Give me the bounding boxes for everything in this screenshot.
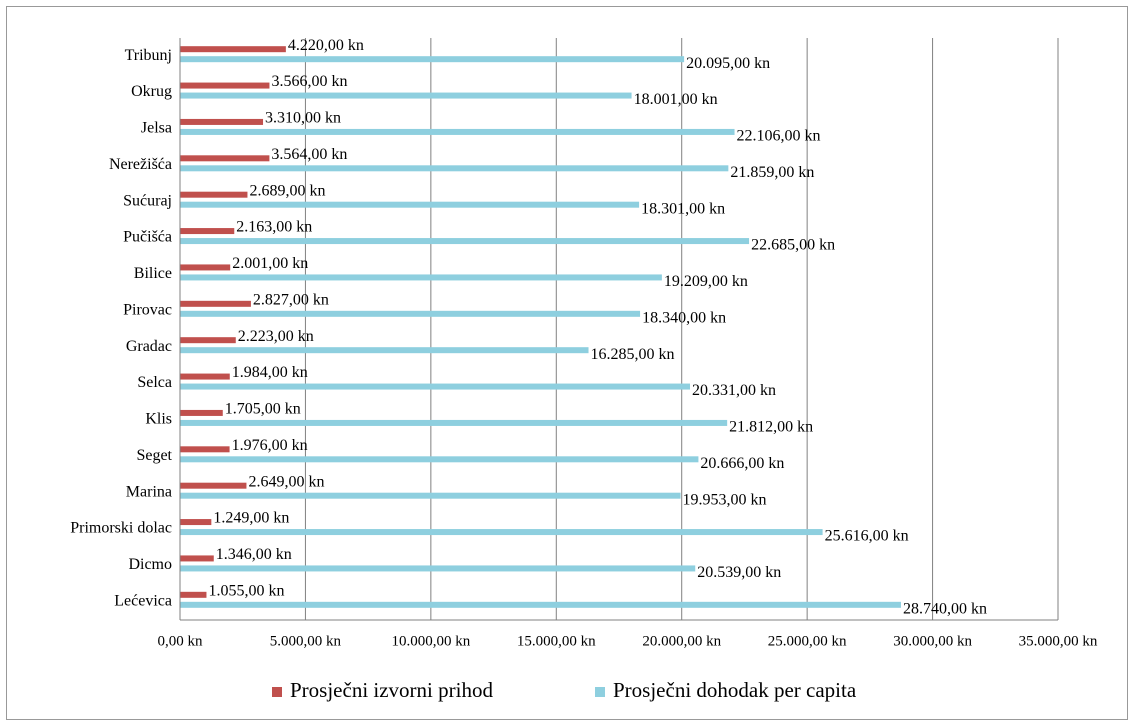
value-label: 4.220,00 kn [288,37,364,54]
value-label: 1.249,00 kn [213,510,289,527]
value-label: 16.285,00 kn [591,346,675,363]
y-tick-label: Sućuraj [123,192,172,209]
bar [180,482,247,489]
x-tick-label: 15.000,00 kn [517,633,596,649]
bar [180,118,264,125]
y-tick-label: Lećevica [114,592,172,609]
x-tick-label: 25.000,00 kn [768,633,847,649]
y-tick-label: Bilice [134,265,172,282]
value-label: 20.539,00 kn [697,564,781,581]
x-tick-label: 0,00 kn [158,633,204,649]
bar [180,191,248,198]
y-tick-label: Dicmo [128,556,172,573]
bar [180,155,270,162]
bar [180,82,270,89]
bar [180,238,750,245]
bar [180,373,230,380]
bar [180,383,691,390]
value-label: 2.163,00 kn [236,219,312,236]
y-tick-label: Okrug [131,83,172,100]
value-label: 18.340,00 kn [642,309,726,326]
bar [180,347,589,354]
bar [180,310,641,317]
value-label: 2.689,00 kn [249,182,325,199]
bar [180,555,214,562]
value-label: 3.566,00 kn [271,73,347,90]
value-label: 22.106,00 kn [737,128,821,145]
y-tick-label: Gradac [126,338,172,355]
bar [180,264,231,271]
legend-label: Prosječni izvorni prihod [290,678,493,702]
bar [180,601,901,608]
chart-border [6,6,1128,720]
value-label: 19.209,00 kn [664,273,748,290]
y-tick-label: Pučišća [123,229,172,246]
value-label: 21.812,00 kn [729,419,813,436]
y-tick-label: Primorski dolac [70,520,172,537]
bar [180,128,735,135]
bar [180,565,696,572]
legend-label: Prosječni dohodak per capita [613,678,857,702]
value-label: 25.616,00 kn [825,528,909,545]
value-label: 3.564,00 kn [271,146,347,163]
value-label: 18.301,00 kn [641,200,725,217]
x-tick-label: 10.000,00 kn [391,633,470,649]
value-label: 1.705,00 kn [225,401,301,418]
bar [180,591,207,598]
bar [180,419,728,426]
bar [180,46,286,53]
y-tick-label: Selca [137,374,172,391]
value-label: 1.346,00 kn [216,546,292,563]
bar [180,446,230,453]
value-label: 20.331,00 kn [692,382,776,399]
value-label: 2.649,00 kn [248,473,324,490]
value-label: 2.223,00 kn [238,328,314,345]
value-label: 2.827,00 kn [253,291,329,308]
y-tick-label: Pirovac [123,301,172,318]
bar [180,274,662,281]
y-tick-label: Seget [136,447,172,464]
bar [180,201,640,208]
value-label: 19.953,00 kn [683,491,767,508]
bar [180,456,699,463]
bar [180,337,236,344]
bar [180,165,729,172]
x-tick-label: 20.000,00 kn [642,633,721,649]
value-label: 22.685,00 kn [751,237,835,254]
value-label: 1.976,00 kn [232,437,308,454]
value-label: 18.001,00 kn [634,91,718,108]
y-tick-label: Tribunj [125,47,172,64]
value-label: 20.095,00 kn [686,55,770,72]
y-tick-label: Klis [145,411,172,428]
value-label: 28.740,00 kn [903,600,987,617]
value-label: 3.310,00 kn [265,110,341,127]
legend-swatch [272,687,282,697]
y-tick-label: Jelsa [141,120,172,137]
bar [180,228,235,235]
value-label: 21.859,00 kn [730,164,814,181]
bar [180,409,223,416]
x-tick-label: 35.000,00 kn [1019,633,1098,649]
legend-swatch [595,687,605,697]
y-tick-label: Marina [126,483,172,500]
value-label: 1.055,00 kn [208,582,284,599]
x-tick-label: 5.000,00 kn [270,633,342,649]
value-label: 20.666,00 kn [700,455,784,472]
y-tick-label: Nerežišća [109,156,172,173]
bar [180,492,681,499]
bar [180,519,212,526]
value-label: 1.984,00 kn [232,364,308,381]
bar [180,92,632,99]
bar [180,300,251,307]
x-tick-label: 30.000,00 kn [893,633,972,649]
value-label: 2.001,00 kn [232,255,308,272]
bar [180,56,685,63]
bar [180,529,823,536]
